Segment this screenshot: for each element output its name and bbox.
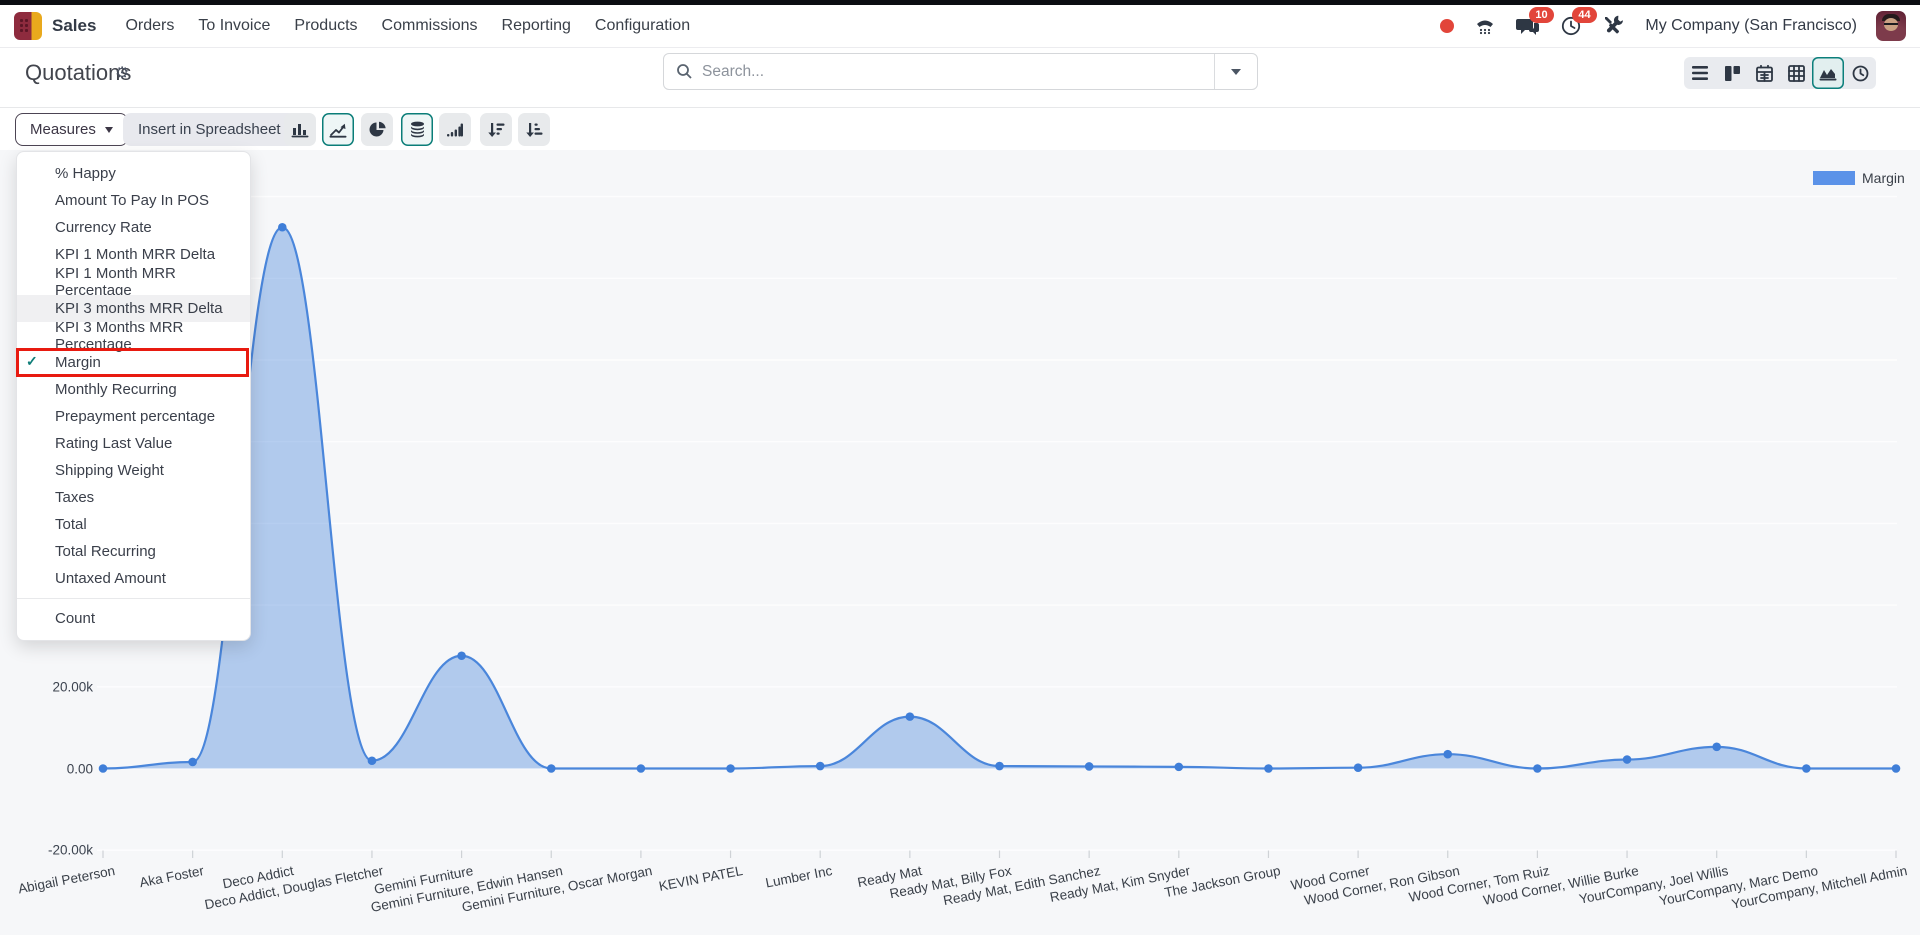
chart-canvas-background: [0, 150, 1920, 935]
view-kanban-button[interactable]: [1716, 57, 1748, 89]
app-name[interactable]: Sales: [52, 16, 97, 35]
menu-commissions[interactable]: Commissions: [381, 17, 478, 34]
page-title: Quotations: [25, 60, 132, 85]
measure-item-label: Currency Rate: [55, 219, 152, 236]
measures-button[interactable]: Measures: [15, 113, 128, 146]
view-settings-gear-icon[interactable]: ⚙: [115, 65, 130, 82]
search-input[interactable]: Search...: [663, 53, 1258, 90]
activities-badge: 44: [1572, 7, 1597, 24]
messages-badge: 10: [1529, 7, 1554, 24]
view-switcher: [1684, 57, 1876, 89]
view-list-button[interactable]: [1684, 57, 1716, 89]
measure-item-rating-last-value[interactable]: Rating Last Value: [17, 430, 250, 457]
user-avatar[interactable]: [1876, 11, 1906, 41]
measure-item-label: KPI 3 Months MRR Percentage: [55, 318, 184, 353]
measure-item-label: Untaxed Amount: [55, 570, 166, 587]
measure-item-kpi-1-month-mrr-percentage[interactable]: KPI 1 Month MRR Percentage: [17, 265, 250, 299]
menu-orders[interactable]: Orders: [125, 17, 175, 34]
search-filters-toggle[interactable]: [1214, 54, 1257, 89]
tools-icon[interactable]: [1602, 14, 1626, 38]
measure-item-kpi-3-months-mrr-percentage[interactable]: KPI 3 Months MRR Percentage: [17, 319, 250, 353]
menu-products[interactable]: Products: [294, 17, 358, 34]
chart-type-bar-button[interactable]: [284, 113, 316, 146]
measure-item-label: Total: [55, 516, 87, 533]
sales-app-icon[interactable]: [14, 12, 42, 40]
measure-item-label: Shipping Weight: [55, 462, 164, 479]
measure-item-label: Rating Last Value: [55, 435, 173, 452]
chart-type-pie-button[interactable]: [361, 113, 393, 146]
measure-item--happy[interactable]: % Happy: [17, 160, 250, 187]
measure-item-label: Margin: [55, 354, 101, 371]
insert-label: Insert in Spreadsheet: [138, 121, 281, 138]
view-graph-button[interactable]: [1812, 57, 1844, 89]
measure-item-total[interactable]: Total: [17, 511, 250, 538]
measure-item-label: KPI 1 Month MRR Delta: [55, 246, 216, 263]
measure-item-label: Taxes: [55, 489, 95, 506]
measure-item-count[interactable]: Count: [55, 610, 96, 627]
sort-ascending-button[interactable]: [518, 113, 550, 146]
chevron-down-icon: [104, 126, 113, 133]
stacked-toggle-button[interactable]: [401, 113, 433, 146]
menu-to-invoice[interactable]: To Invoice: [198, 17, 271, 34]
menu-divider: [17, 598, 250, 599]
view-pivot-button[interactable]: [1780, 57, 1812, 89]
measure-item-currency-rate[interactable]: Currency Rate: [17, 214, 250, 241]
chart-type-line-button[interactable]: [322, 113, 354, 146]
measure-item-margin[interactable]: ✓ Margin: [16, 348, 250, 377]
sort-descending-button[interactable]: [480, 113, 512, 146]
messages-icon[interactable]: 10: [1516, 7, 1554, 38]
checkmark-icon: ✓: [26, 353, 38, 369]
view-calendar-button[interactable]: [1748, 57, 1780, 89]
measure-item-taxes[interactable]: Taxes: [17, 484, 250, 511]
measure-item-untaxed-amount[interactable]: Untaxed Amount: [17, 565, 250, 592]
highlight-annotation-box: [16, 348, 249, 377]
measure-item-label: Total Recurring: [55, 543, 156, 560]
search-icon: [677, 64, 692, 79]
chevron-down-icon: [1231, 68, 1241, 75]
measure-item-label: Prepayment percentage: [55, 408, 216, 425]
measure-item-label: Monthly Recurring: [55, 381, 177, 398]
top-menu: Orders To Invoice Products Commissions Repor…: [125, 17, 690, 35]
activities-icon[interactable]: 44: [1559, 7, 1597, 38]
measure-item-label: % Happy: [55, 165, 116, 182]
insert-in-spreadsheet-button[interactable]: Insert in Spreadsheet: [123, 113, 296, 146]
voip-phone-icon[interactable]: [1473, 14, 1497, 38]
measure-item-label: KPI 1 Month MRR Percentage: [55, 264, 176, 299]
recording-indicator-icon: [1440, 19, 1455, 33]
measure-item-amount-to-pay-in-pos[interactable]: Amount To Pay In POS: [17, 187, 250, 214]
search-placeholder: Search...: [702, 62, 765, 80]
measure-item-shipping-weight[interactable]: Shipping Weight: [17, 457, 250, 484]
navbar: Sales Orders To Invoice Products Commission…: [0, 5, 1920, 48]
measure-item-total-recurring[interactable]: Total Recurring: [17, 538, 250, 565]
menu-reporting[interactable]: Reporting: [501, 17, 571, 34]
company-switcher[interactable]: My Company (San Francisco): [1645, 17, 1857, 34]
cumulative-toggle-button[interactable]: [439, 113, 471, 146]
measure-item-label: KPI 3 months MRR Delta: [55, 300, 223, 317]
measures-dropdown-menu: % Happy Amount To Pay In POS Currency Rate…: [16, 151, 251, 641]
measure-item-monthly-recurring[interactable]: Monthly Recurring: [17, 376, 250, 403]
window-top-edge: [0, 0, 1920, 5]
view-activity-button[interactable]: [1844, 57, 1876, 89]
menu-configuration[interactable]: Configuration: [594, 17, 691, 34]
measure-item-prepayment-percentage[interactable]: Prepayment percentage: [17, 403, 250, 430]
measure-item-label: Amount To Pay In POS: [55, 192, 209, 209]
measures-label: Measures: [30, 121, 96, 138]
